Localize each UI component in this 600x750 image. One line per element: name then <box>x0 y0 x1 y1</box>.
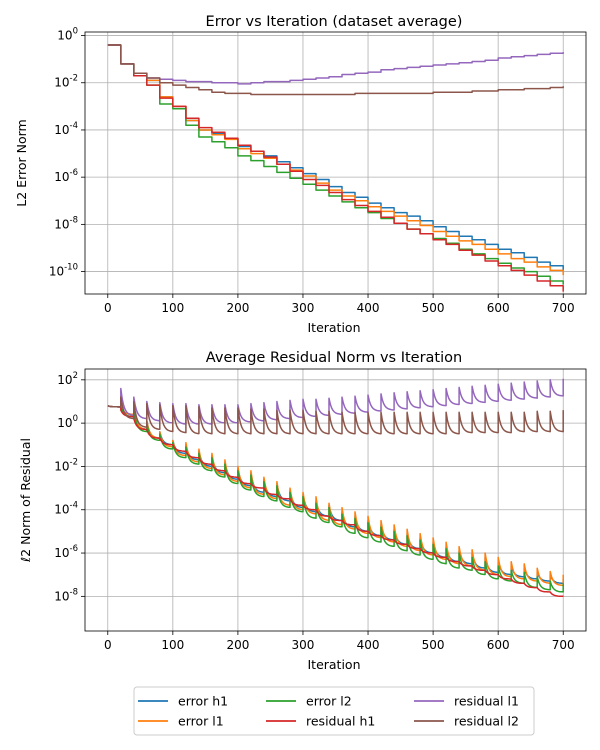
legend-label-residual-l2: residual l2 <box>454 714 519 729</box>
error-chart-title: Error vs Iteration (dataset average) <box>206 14 463 30</box>
residual-chart-title: Average Residual Norm vs Iteration <box>206 350 462 366</box>
legend-label-error-h1: error h1 <box>178 694 228 709</box>
error-chart-x-ticks: 0 100 200 300 400 500 600 700 <box>104 294 575 315</box>
residual-chart-series-residual-l1 <box>107 378 564 425</box>
error-chart-x-tick-label: 200 <box>226 301 249 315</box>
error-chart-y-label: L2 Error Norm <box>14 119 29 206</box>
error-chart-series-residual-l1 <box>107 44 564 85</box>
error-chart-x-tick-label: 500 <box>422 301 445 315</box>
error-chart-x-tick-label: 700 <box>552 301 575 315</box>
legend-label-residual-l1: residual l1 <box>454 694 519 709</box>
residual-chart-x-tick-label: 700 <box>552 638 575 652</box>
residual-chart-frame <box>84 368 587 632</box>
residual-chart-series <box>107 378 564 598</box>
residual-chart-x-tick-label: 200 <box>226 638 249 652</box>
error-chart-x-tick-label: 400 <box>357 301 380 315</box>
error-chart-frame <box>84 31 587 295</box>
residual-chart: Average Residual Norm vs Iteration 0 100 2… <box>18 350 587 672</box>
residual-chart-series-residual-h1 <box>107 405 564 598</box>
residual-chart-x-tick-label: 600 <box>487 638 510 652</box>
legend: error h1 error l1 error l2 residual h1 resid… <box>133 686 535 736</box>
residual-chart-x-tick-label: 400 <box>357 638 380 652</box>
error-chart-series-residual-l2 <box>107 44 564 96</box>
residual-chart-series-residual-l2 <box>107 396 564 435</box>
error-chart-x-label: Iteration <box>307 320 360 335</box>
residual-chart-y-label: ℓ2 Norm of Residual <box>18 438 33 563</box>
error-chart-grid <box>85 32 586 294</box>
legend-label-error-l1: error l1 <box>178 714 224 729</box>
residual-chart-x-tick-label: 500 <box>422 638 445 652</box>
error-chart-x-tick-label: 0 <box>104 301 112 315</box>
error-chart-series-residual-h1 <box>107 44 564 292</box>
residual-chart-x-label: Iteration <box>307 657 360 672</box>
error-chart-series <box>107 44 564 292</box>
legend-label-residual-h1: residual h1 <box>306 714 375 729</box>
error-chart-x-tick-label: 100 <box>161 301 184 315</box>
legend-box <box>133 686 535 736</box>
legend-entries: error h1 error l1 error l2 residual h1 resid… <box>138 694 519 729</box>
error-chart-x-tick-label: 600 <box>487 301 510 315</box>
legend-label-error-l2: error l2 <box>306 694 352 709</box>
residual-chart-x-tick-label: 0 <box>104 638 112 652</box>
residual-chart-x-tick-label: 100 <box>161 638 184 652</box>
residual-chart-x-ticks: 0 100 200 300 400 500 600 700 <box>104 631 575 652</box>
error-chart: Error vs Iteration (dataset average) 0 10… <box>14 14 587 335</box>
error-chart-x-tick-label: 300 <box>292 301 315 315</box>
residual-chart-x-tick-label: 300 <box>292 638 315 652</box>
